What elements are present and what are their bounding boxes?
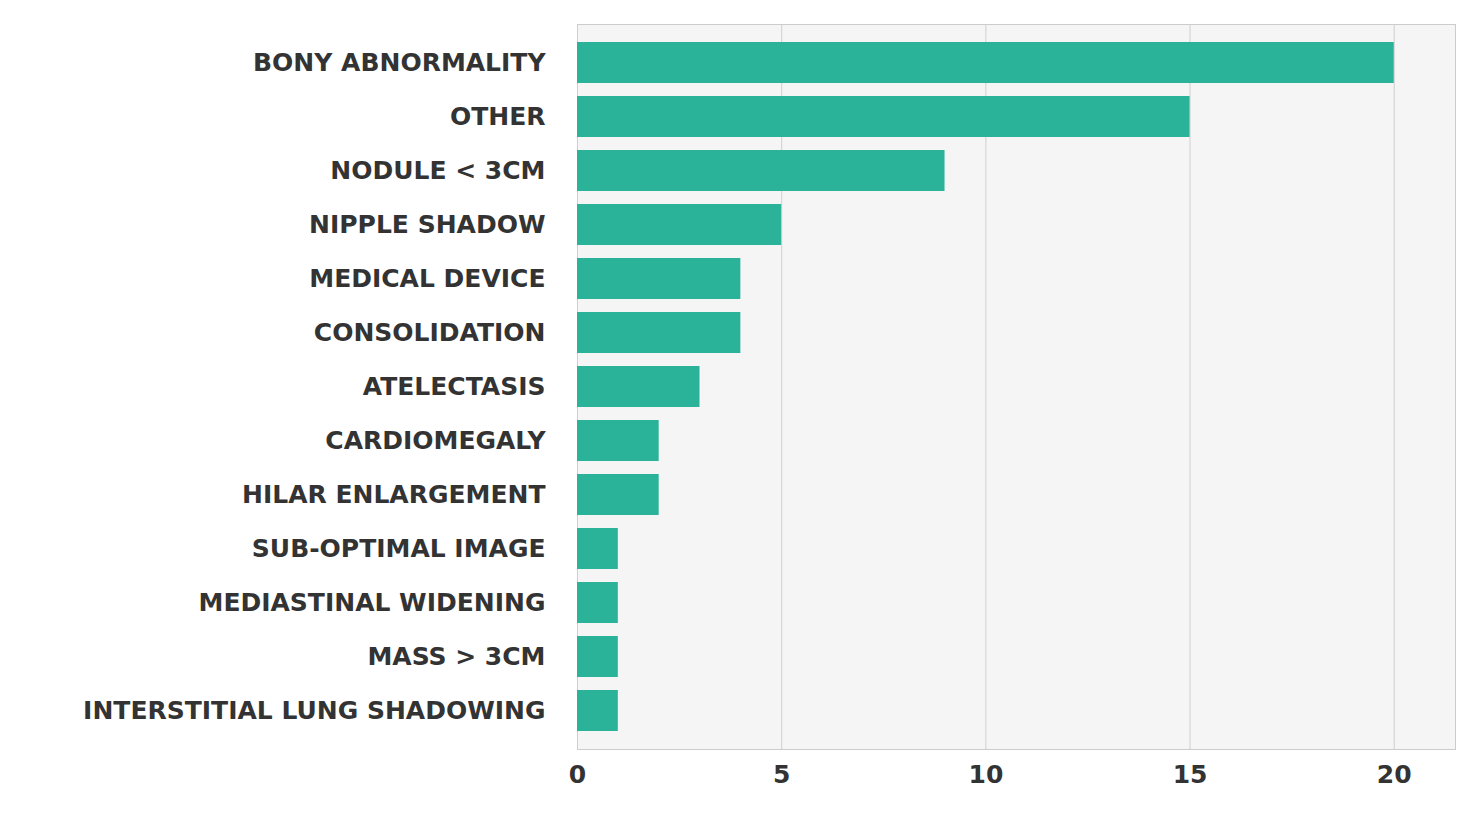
svg-text:10: 10 [968,760,1003,789]
svg-text:HILAR ENLARGEMENT: HILAR ENLARGEMENT [242,480,546,509]
svg-text:ATELECTASIS: ATELECTASIS [363,372,546,401]
svg-text:SUB-OPTIMAL IMAGE: SUB-OPTIMAL IMAGE [252,534,546,563]
svg-text:OTHER: OTHER [450,102,546,131]
svg-text:5: 5 [773,760,790,789]
svg-text:0: 0 [569,760,586,789]
svg-text:INTERSTITIAL LUNG SHADOWING: INTERSTITIAL LUNG SHADOWING [83,696,545,725]
svg-text:NODULE < 3CM: NODULE < 3CM [330,156,545,185]
svg-text:NIPPLE SHADOW: NIPPLE SHADOW [309,210,545,239]
svg-text:MEDICAL DEVICE: MEDICAL DEVICE [309,264,545,293]
svg-text:CONSOLIDATION: CONSOLIDATION [314,318,546,347]
svg-text:MEDIASTINAL WIDENING: MEDIASTINAL WIDENING [199,588,546,617]
svg-text:20: 20 [1377,760,1412,789]
svg-text:MASS > 3CM: MASS > 3CM [367,642,545,671]
svg-text:BONY ABNORMALITY: BONY ABNORMALITY [253,48,546,77]
svg-text:CARDIOMEGALY: CARDIOMEGALY [325,426,546,455]
svg-text:15: 15 [1173,760,1208,789]
